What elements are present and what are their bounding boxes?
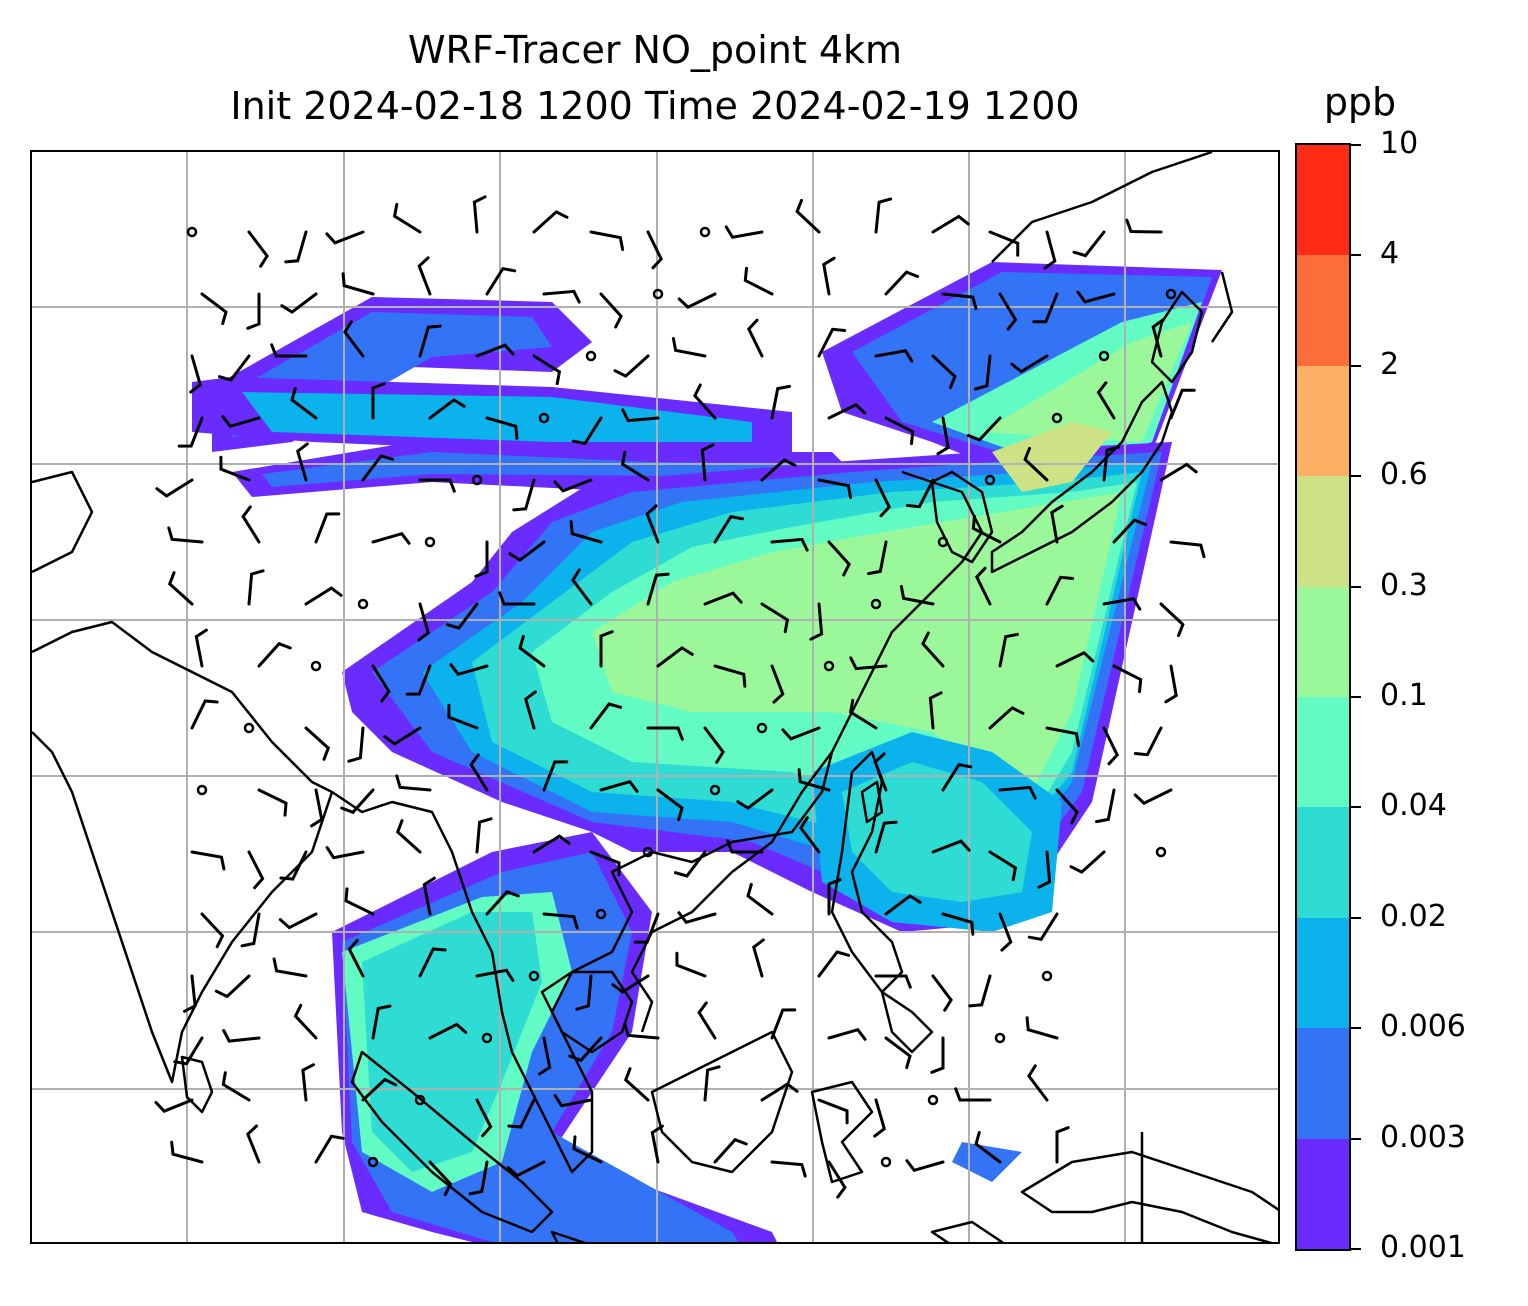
colorbar-segment [1297, 917, 1349, 1029]
colorbar-tick [1351, 364, 1361, 367]
colorbar [1295, 143, 1351, 1251]
colorbar-tick-label: 0.6 [1380, 457, 1428, 493]
colorbar-tick [1351, 806, 1361, 809]
colorbar-segment [1297, 144, 1349, 256]
colorbar-tick [1351, 1027, 1361, 1030]
colorbar-tick [1351, 1137, 1361, 1140]
colorbar-tick [1351, 696, 1361, 698]
colorbar-segment [1297, 696, 1349, 808]
colorbar-tick-label: 0.1 [1380, 678, 1428, 713]
colorbar-segment [1297, 806, 1349, 918]
colorbar-segment [1297, 1138, 1349, 1249]
colorbar-unit-label: ppb [1323, 80, 1397, 124]
colorbar-tick [1351, 916, 1361, 919]
colorbar-tick [1351, 144, 1361, 146]
chart-title: WRF-Tracer NO_point 4km [407, 28, 903, 72]
map-canvas [32, 152, 1278, 1242]
colorbar-tick-label: 0.003 [1380, 1119, 1466, 1155]
colorbar-tick-label: 10 [1380, 126, 1419, 161]
coastlines [32, 152, 1278, 1242]
colorbar-tick-label: 0.006 [1380, 1009, 1466, 1045]
colorbar-tick [1351, 254, 1361, 257]
colorbar-tick [1351, 475, 1361, 478]
map-panel[interactable] [30, 150, 1280, 1244]
colorbar-tick [1351, 1248, 1361, 1250]
colorbar-segment [1297, 586, 1349, 697]
colorbar-tick-label: 0.3 [1380, 567, 1428, 603]
colorbar-tick-label: 0.001 [1380, 1230, 1466, 1265]
colorbar-segment [1297, 1027, 1349, 1139]
colorbar-tick-label: 2 [1380, 346, 1400, 382]
chart-subtitle: Init 2024-02-18 1200 Time 2024-02-19 120… [230, 84, 1080, 128]
colorbar-segment [1297, 254, 1349, 366]
colorbar-tick-label: 0.02 [1380, 898, 1447, 934]
colorbar-segment [1297, 365, 1349, 477]
colorbar-tick-label: 0.04 [1380, 788, 1447, 824]
wind-barbs [154, 195, 1206, 1199]
colorbar-tick [1351, 585, 1361, 588]
colorbar-segment [1297, 475, 1349, 587]
colorbar-tick-label: 4 [1380, 236, 1400, 272]
